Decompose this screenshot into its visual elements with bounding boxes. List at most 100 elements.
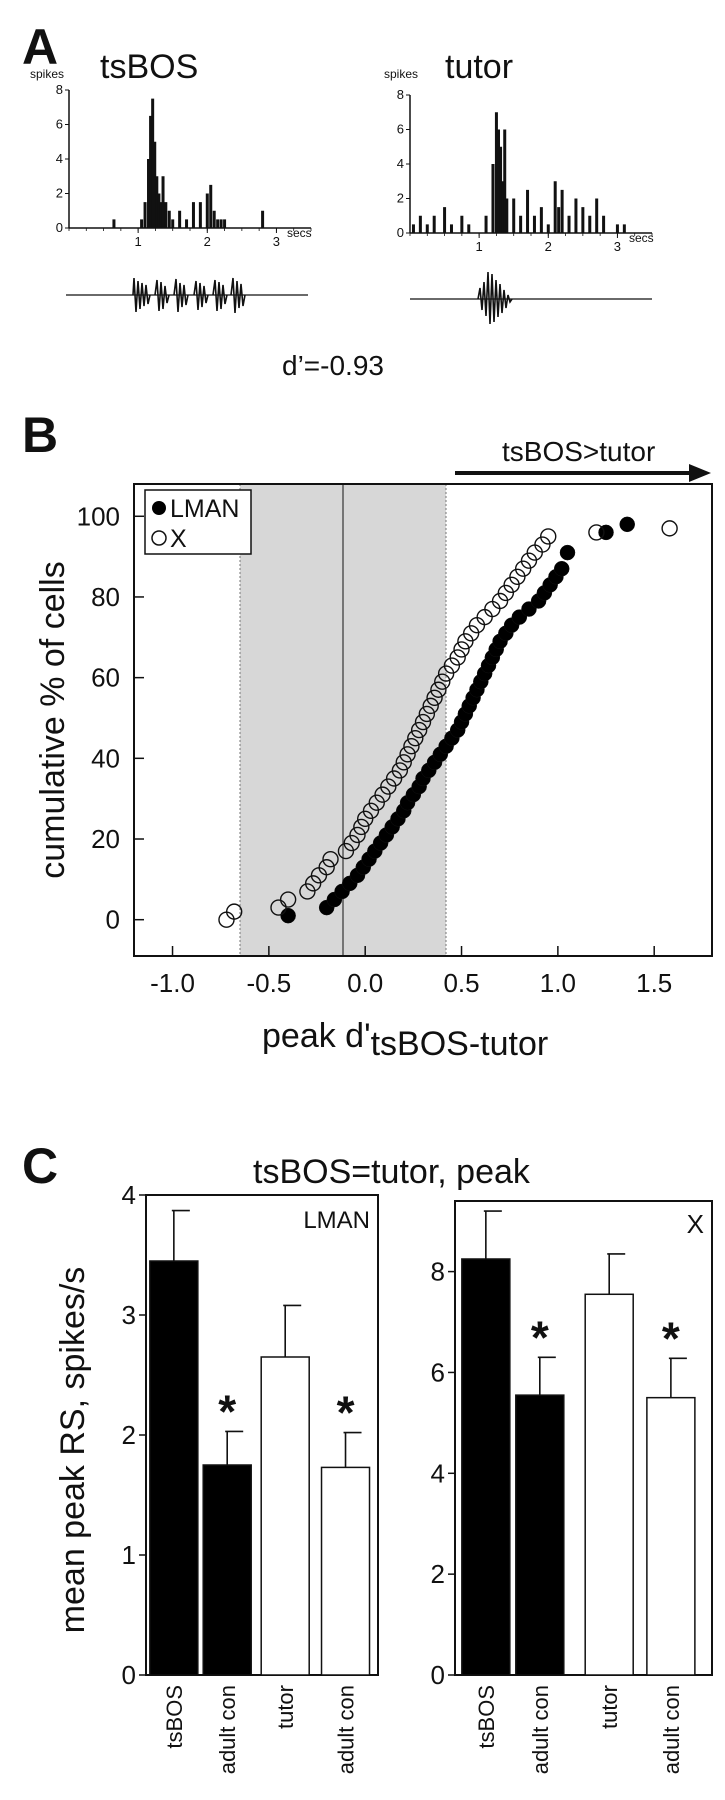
x-point [497, 584, 515, 602]
x-point [337, 842, 355, 860]
x-point [299, 883, 316, 900]
histogram-bar [432, 215, 436, 233]
scatter-points [218, 516, 678, 928]
panel-a-dprime: d’=-0.93 [282, 350, 384, 381]
x-point [410, 721, 428, 739]
lman-y-tick-label: 3 [122, 1300, 136, 1330]
hist-y-tick-label: 2 [397, 191, 404, 206]
x-point [349, 826, 366, 844]
x-point [540, 528, 557, 545]
scatter-x-tick-label: 0.0 [347, 968, 383, 998]
histogram-bar [185, 219, 189, 228]
panel-a-left-title: tsBOS [100, 48, 198, 86]
scatter-x-tick-label: 1.0 [540, 968, 576, 998]
scatter-y-tick-label: 60 [91, 663, 120, 693]
histogram-bar [560, 189, 564, 233]
x-point [368, 794, 385, 811]
panel-b-letter: B [22, 407, 58, 463]
hist-x-tick-label: 2 [545, 239, 552, 254]
x-point [403, 738, 420, 755]
histogram-bar [526, 189, 530, 233]
histogram-bar [491, 164, 495, 233]
histogram-bar [532, 215, 536, 233]
hist-x-tick-label: 1 [135, 234, 142, 249]
x-point [270, 899, 287, 916]
hist-y-tick-label: 8 [397, 87, 404, 102]
histogram-bar [615, 224, 619, 233]
histogram-bar [443, 207, 447, 233]
histogram-bar [622, 224, 626, 233]
lman-y-tick-label: 0 [122, 1660, 136, 1690]
histogram-bar [557, 207, 561, 233]
histogram-bar [449, 224, 453, 233]
lman-bar [149, 1260, 199, 1676]
histogram-bar [467, 224, 471, 233]
panel-a-right-title: tutor [445, 48, 513, 86]
panel-a-right-xunit: secs [629, 231, 654, 245]
legend-box [144, 489, 252, 555]
x-point [503, 576, 520, 594]
x-point [380, 778, 397, 795]
x-point [362, 802, 380, 819]
histogram-bar [198, 202, 202, 228]
x-point [588, 524, 605, 541]
histogram-bar [494, 112, 498, 233]
lman-significance-star: * [218, 1385, 236, 1437]
x-point [491, 592, 509, 610]
x-significance-star: * [531, 1311, 549, 1363]
histogram-bar [602, 215, 606, 233]
scatter-y-tick-label: 80 [91, 582, 120, 612]
histogram-bar [497, 129, 501, 233]
scatter-x-label-sub: tsBOS-tutor [371, 1025, 549, 1063]
histogram-bar [484, 215, 488, 233]
histogram-bar [212, 210, 216, 228]
histogram-bar [425, 224, 429, 233]
hist-y-tick-label: 4 [397, 156, 404, 171]
scatter-y-label: cumulative % of cells [34, 561, 72, 878]
scatter-x-tick-label: -1.0 [150, 968, 195, 998]
lman-point [619, 516, 635, 533]
x-point [279, 891, 297, 908]
x-point [357, 810, 374, 828]
x-point [374, 786, 391, 803]
histogram-bar [261, 210, 265, 228]
histogram-bar [519, 215, 523, 233]
lman-bar [320, 1466, 371, 1676]
x-y-tick-label: 0 [431, 1660, 445, 1690]
histogram-bar [153, 141, 157, 228]
histogram-bar [157, 193, 161, 228]
lman-category-label: adult con [334, 1685, 359, 1774]
scatter-legend: LMAN X [144, 489, 252, 555]
panel-a-right-ylabel: spikes [384, 67, 418, 81]
scatter-y-tick-label: 20 [91, 824, 120, 854]
histogram-bar [155, 176, 159, 228]
hist-y-tick-label: 2 [56, 186, 63, 201]
scatter-x-label-main: peak d' [262, 1017, 371, 1055]
panel-c-letter: C [22, 1138, 58, 1194]
x-point [225, 903, 243, 920]
histogram-bar [574, 198, 578, 233]
histogram-bar [588, 215, 592, 233]
x-point [399, 746, 416, 763]
histogram-bar [216, 219, 220, 228]
x-y-tick-label: 4 [431, 1458, 445, 1488]
x-bar [461, 1258, 511, 1676]
x-category-label: adult con [528, 1685, 553, 1774]
x-bar [584, 1293, 634, 1676]
hist-y-tick-label: 8 [56, 82, 63, 97]
x-point [449, 649, 466, 666]
x-point [322, 850, 339, 868]
lman-y-tick-label: 1 [122, 1540, 136, 1570]
histogram-bar [159, 202, 163, 228]
histogram-bar [411, 224, 415, 233]
x-point [414, 713, 432, 731]
panel-b-arrow-label: tsBOS>tutor [502, 436, 655, 467]
bar-chart-lman-title: LMAN [303, 1207, 370, 1234]
bar-chart-x-title: X [687, 1209, 704, 1239]
scatter-x-tick-label: 1.5 [636, 968, 672, 998]
hist-y-tick-label: 4 [56, 151, 63, 166]
lman-category-label: tsBOS [162, 1685, 187, 1749]
x-point [509, 568, 526, 585]
x-point [443, 657, 461, 674]
